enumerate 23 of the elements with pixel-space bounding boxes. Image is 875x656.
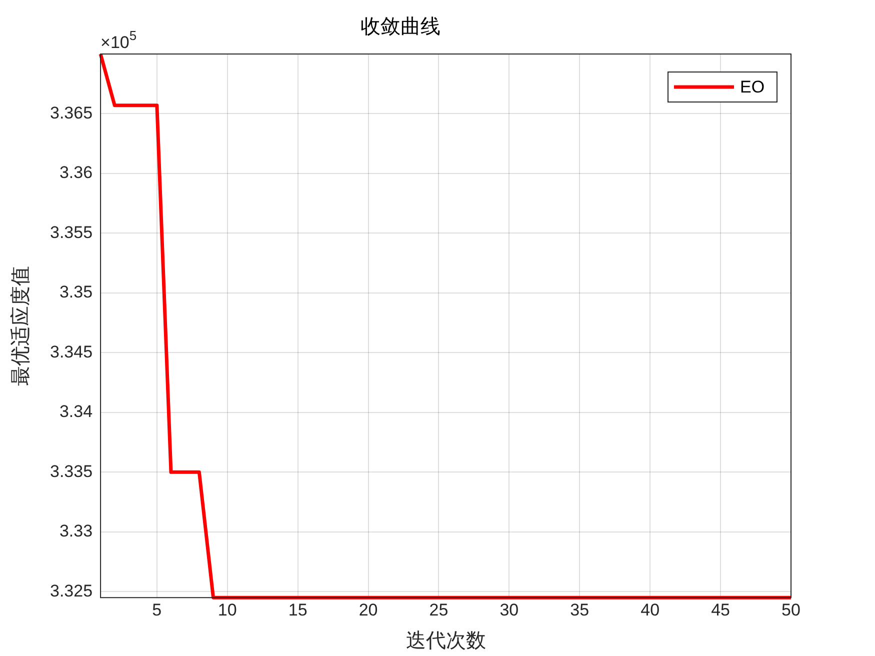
x-tick-label: 50 — [782, 600, 800, 620]
x-axis-title: 迭代次数 — [406, 628, 486, 652]
x-tick-label: 30 — [500, 600, 519, 620]
y-tick-label: 3.33 — [59, 522, 93, 541]
x-tick-label: 5 — [152, 600, 162, 620]
x-tick-label: 45 — [711, 600, 730, 620]
x-tick-label: 20 — [358, 600, 378, 620]
y-axis-title: 最优适应度值 — [8, 266, 32, 386]
y-tick-label: 3.355 — [50, 222, 93, 242]
y-tick-label: 3.36 — [59, 163, 93, 182]
x-tick-label: 15 — [288, 600, 308, 620]
x-tick-label: 25 — [429, 600, 448, 620]
chart-title: 收敛曲线 — [360, 14, 440, 38]
legend-label: EO — [740, 78, 765, 97]
y-tick-label: 3.325 — [50, 581, 93, 600]
x-tick-label: 10 — [218, 600, 237, 620]
x-tick-label: 35 — [570, 600, 590, 620]
y-tick-label: 3.35 — [59, 282, 93, 302]
y-tick-label: 3.345 — [50, 342, 93, 362]
y-tick-label: 3.34 — [59, 402, 93, 422]
y-tick-label: 3.365 — [50, 103, 93, 122]
y-tick-label: 3.335 — [50, 462, 93, 481]
x-tick-label: 40 — [640, 600, 660, 620]
